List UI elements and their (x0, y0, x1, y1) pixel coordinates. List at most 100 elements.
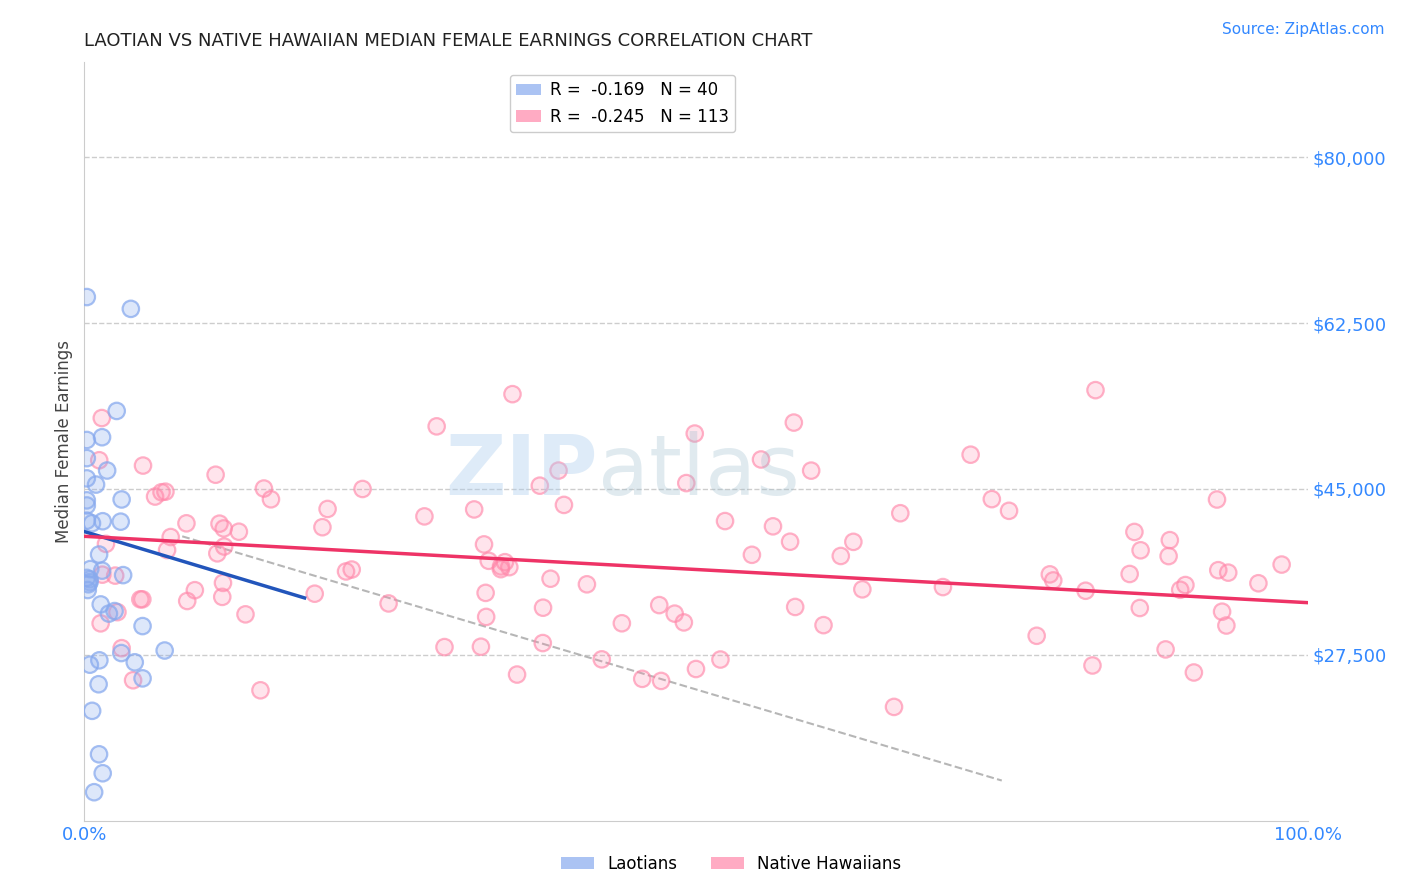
Point (87, 747, 110, 762)
Point (470, 640, 492, 654)
Point (478, 554, 501, 568)
Point (553, 498, 575, 512)
Point (340, 562, 363, 576)
Point (91, 766, 114, 780)
Point (228, 524, 250, 539)
Point (76, 451, 98, 466)
Point (90, 616, 112, 631)
Point (830, 549, 852, 563)
Point (212, 575, 235, 590)
Point (129, 592, 152, 607)
Point (813, 618, 835, 632)
Point (90, 616, 112, 631)
Point (131, 592, 153, 607)
Point (540, 572, 562, 586)
Point (800, 464, 823, 478)
Point (1182, 665, 1205, 680)
Point (79, 573, 101, 587)
Point (591, 652, 613, 666)
Point (91, 430, 114, 444)
Point (249, 683, 271, 698)
Point (105, 404, 128, 418)
Point (352, 482, 374, 496)
Point (714, 514, 737, 528)
Point (851, 582, 873, 597)
Point (89, 653, 111, 667)
Point (1168, 582, 1191, 597)
Point (90, 598, 112, 612)
Point (76, 471, 98, 485)
Point (591, 652, 613, 666)
Point (575, 577, 598, 591)
Point (1247, 576, 1270, 591)
Text: LAOTIAN VS NATIVE HAWAIIAN MEDIAN FEMALE EARNINGS CORRELATION CHART: LAOTIAN VS NATIVE HAWAIIAN MEDIAN FEMALE… (84, 32, 813, 50)
Point (830, 549, 852, 563)
Point (340, 562, 363, 576)
Point (110, 515, 132, 529)
Point (110, 515, 132, 529)
Point (131, 619, 153, 633)
Point (463, 502, 485, 516)
Point (842, 534, 865, 549)
Legend: R =  -0.169   N = 40, R =  -0.245   N = 113: R = -0.169 N = 40, R = -0.245 N = 113 (510, 75, 735, 132)
Point (783, 416, 806, 430)
Point (1129, 543, 1152, 558)
Point (89, 653, 111, 667)
Point (211, 590, 233, 604)
Point (540, 572, 562, 586)
Point (1174, 578, 1197, 592)
Point (76, 514, 98, 528)
Point (631, 672, 654, 686)
Point (91, 430, 114, 444)
Point (122, 673, 145, 688)
Point (1074, 583, 1097, 598)
Point (131, 672, 153, 686)
Point (212, 575, 235, 590)
Point (1118, 566, 1140, 581)
Point (785, 599, 807, 614)
Point (87, 677, 110, 691)
Point (426, 419, 449, 434)
Point (1129, 601, 1152, 615)
Point (112, 568, 135, 582)
Point (433, 640, 456, 654)
Point (76, 499, 98, 513)
Point (153, 643, 176, 657)
Point (547, 464, 569, 478)
Point (131, 672, 153, 686)
Point (685, 662, 707, 676)
Point (683, 426, 706, 441)
Point (104, 568, 127, 582)
Point (610, 616, 633, 631)
Point (1247, 576, 1270, 591)
Point (1154, 642, 1177, 657)
Point (76, 433, 98, 447)
Point (94, 537, 117, 551)
Point (76, 571, 98, 585)
Point (76, 451, 98, 466)
Point (714, 514, 737, 528)
Point (156, 543, 179, 558)
Point (980, 492, 1002, 507)
Point (506, 667, 529, 681)
Point (79, 657, 101, 672)
Point (1081, 658, 1104, 673)
Point (184, 583, 207, 598)
Point (683, 426, 706, 441)
Point (204, 467, 226, 482)
Point (82, 704, 104, 718)
Point (79, 562, 101, 576)
Point (84, 477, 107, 491)
Point (1271, 558, 1294, 572)
Point (575, 577, 598, 591)
Point (472, 537, 495, 551)
Point (89, 453, 111, 467)
Point (176, 516, 198, 531)
Point (648, 598, 671, 612)
Point (489, 562, 512, 576)
Point (675, 476, 697, 491)
Point (1129, 601, 1152, 615)
Point (1211, 605, 1233, 619)
Point (498, 560, 520, 574)
Point (889, 506, 911, 520)
